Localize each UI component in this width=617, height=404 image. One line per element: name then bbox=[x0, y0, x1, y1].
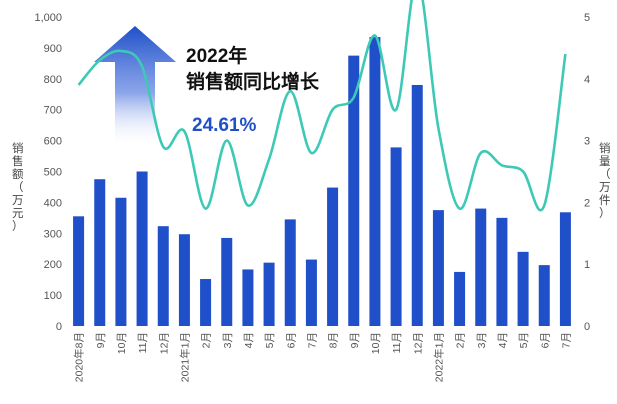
y-tick-label: 200 bbox=[44, 259, 62, 271]
y2-tick-label: 1 bbox=[584, 259, 590, 271]
x-tick-label: 11月 bbox=[137, 332, 149, 353]
bar bbox=[284, 219, 296, 326]
y2-tick-label: 0 bbox=[584, 321, 590, 333]
x-tick-label: 10月 bbox=[116, 332, 128, 354]
bar bbox=[390, 147, 402, 326]
y2-tick-label: 2 bbox=[584, 197, 590, 209]
x-tick-label: 4月 bbox=[243, 332, 255, 348]
x-tick-label: 5月 bbox=[518, 332, 530, 348]
x-tick-label: 11月 bbox=[391, 332, 403, 353]
y-tick-label: 1,000 bbox=[34, 12, 62, 24]
bar bbox=[475, 208, 487, 326]
y-tick-label: 0 bbox=[56, 321, 62, 333]
x-tick-label: 2022年1月 bbox=[432, 332, 445, 382]
bar bbox=[221, 237, 233, 326]
bar bbox=[496, 217, 508, 326]
bar bbox=[517, 251, 529, 326]
y2-axis-title-text: 销量（万件） bbox=[599, 141, 611, 220]
bar bbox=[73, 216, 85, 326]
y-tick-label: 400 bbox=[44, 197, 62, 209]
sales-volume-line bbox=[77, 0, 567, 212]
annotation-growth-value: 24.61% bbox=[192, 115, 257, 136]
x-tick-label: 7月 bbox=[306, 332, 318, 348]
y-tick-label: 300 bbox=[44, 228, 62, 240]
x-tick-label: 3月 bbox=[476, 332, 488, 348]
x-tick-label: 2月 bbox=[455, 332, 467, 348]
annotation-title-line2: 销售额同比增长 bbox=[186, 70, 320, 93]
x-tick-label: 8月 bbox=[328, 332, 340, 348]
bar bbox=[369, 37, 381, 327]
x-tick-label: 5月 bbox=[264, 332, 276, 348]
x-tick-label: 2月 bbox=[201, 332, 213, 348]
x-tick-label: 4月 bbox=[497, 332, 509, 348]
growth-arrow bbox=[94, 26, 176, 148]
y2-axis-title: 销量（万件） bbox=[599, 141, 611, 220]
x-tick-label: 2020年8月 bbox=[73, 332, 86, 382]
x-tick-label: 6月 bbox=[539, 332, 551, 348]
bar bbox=[327, 187, 339, 326]
bar bbox=[115, 197, 127, 326]
bar bbox=[178, 234, 190, 326]
bar bbox=[94, 179, 106, 326]
x-tick-label: 10月 bbox=[370, 332, 382, 354]
plot-area: 0 100 200 300 400 500 600 700 800 900 1,000 0 1 2 3 4 5 2… bbox=[34, 0, 590, 382]
bar bbox=[432, 210, 444, 326]
bar bbox=[263, 262, 275, 326]
bar bbox=[136, 171, 148, 326]
bar bbox=[305, 259, 317, 326]
y2-tick-label: 4 bbox=[584, 74, 590, 86]
x-tick-label: 12月 bbox=[412, 332, 424, 354]
y-tick-label: 800 bbox=[44, 74, 62, 86]
bar bbox=[559, 212, 571, 326]
y-tick-label: 900 bbox=[44, 43, 62, 55]
x-tick-label: 6月 bbox=[285, 332, 297, 348]
y-tick-label: 700 bbox=[44, 105, 62, 117]
y-tick-label: 600 bbox=[44, 136, 62, 148]
x-tick-label: 9月 bbox=[349, 332, 361, 348]
bar bbox=[348, 55, 360, 326]
bar bbox=[200, 279, 212, 326]
y-tick-label: 100 bbox=[44, 290, 62, 302]
y-axis-title-text: 销售额（万元） bbox=[12, 141, 24, 233]
bar bbox=[454, 271, 466, 326]
x-tick-label: 2021年1月 bbox=[178, 332, 191, 382]
bar bbox=[157, 226, 169, 326]
bar bbox=[242, 269, 254, 326]
y2-tick-label: 3 bbox=[584, 136, 590, 148]
y-tick-label: 500 bbox=[44, 167, 62, 179]
x-tick-label: 7月 bbox=[560, 332, 572, 348]
annotation-title-line1: 2022年 bbox=[186, 44, 247, 67]
bar bbox=[538, 265, 550, 326]
x-tick-label: 12月 bbox=[158, 332, 170, 354]
bar bbox=[411, 84, 423, 326]
y-axis-title: 销售额（万元） bbox=[12, 141, 24, 233]
x-tick-label: 9月 bbox=[95, 332, 107, 348]
x-tick-label: 3月 bbox=[222, 332, 234, 348]
y2-tick-label: 5 bbox=[584, 12, 590, 24]
